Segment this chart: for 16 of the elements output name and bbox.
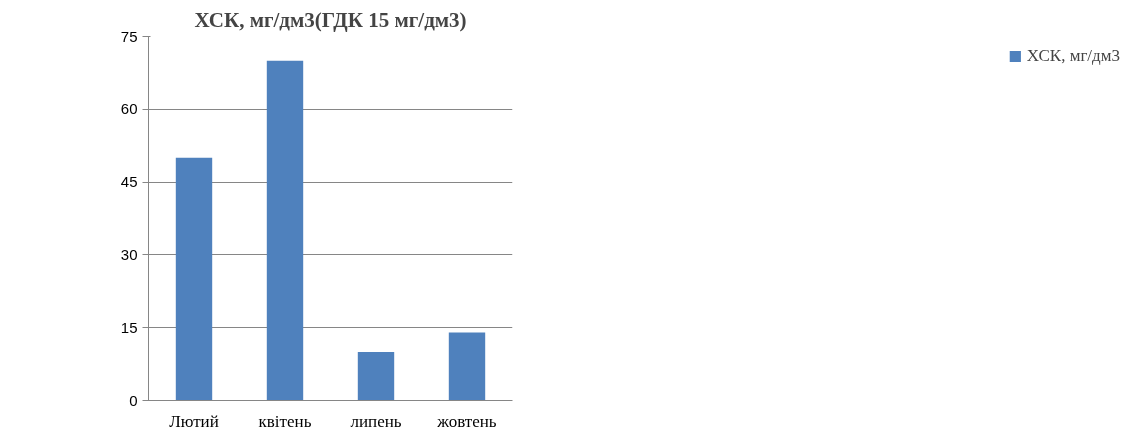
- bar: [266, 60, 304, 401]
- y-tick-label: 75: [120, 27, 138, 45]
- y-tick-label: 15: [120, 318, 138, 336]
- x-tick-label: квітень: [258, 411, 312, 431]
- bar: [448, 332, 486, 401]
- y-tick-label: 0: [129, 391, 138, 409]
- x-tick-label: Лютий: [169, 411, 219, 431]
- bar: [357, 351, 395, 401]
- x-tick-label: липень: [350, 411, 402, 431]
- x-tick-label: жовтень: [436, 411, 497, 431]
- y-tick-label: 45: [120, 173, 138, 191]
- y-tick-label: 30: [120, 245, 138, 263]
- bar: [175, 157, 213, 401]
- legend-label: ХСК, мг/дм3: [1026, 46, 1120, 66]
- y-tick-label: 60: [120, 100, 138, 118]
- chart-title: ХСК, мг/дм3(ГДК 15 мг/дм3): [194, 7, 467, 32]
